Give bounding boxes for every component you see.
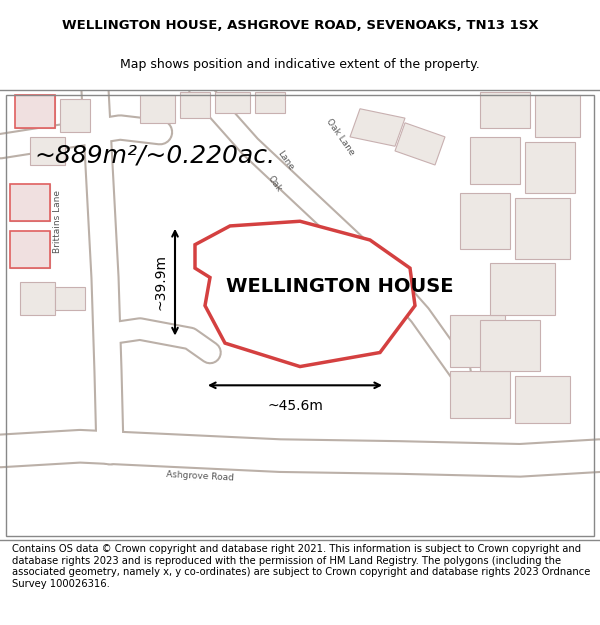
- Polygon shape: [535, 94, 580, 137]
- Polygon shape: [10, 184, 50, 221]
- Polygon shape: [255, 92, 285, 114]
- Text: Contains OS data © Crown copyright and database right 2021. This information is : Contains OS data © Crown copyright and d…: [12, 544, 590, 589]
- Text: Map shows position and indicative extent of the property.: Map shows position and indicative extent…: [120, 58, 480, 71]
- Polygon shape: [15, 94, 55, 128]
- Polygon shape: [10, 231, 50, 268]
- Polygon shape: [30, 137, 65, 165]
- Polygon shape: [525, 141, 575, 193]
- Text: Oak Lane: Oak Lane: [324, 117, 356, 157]
- Polygon shape: [60, 99, 90, 132]
- Polygon shape: [490, 264, 555, 315]
- Polygon shape: [195, 221, 415, 366]
- Polygon shape: [55, 287, 85, 310]
- Text: WELLINGTON HOUSE: WELLINGTON HOUSE: [226, 278, 454, 296]
- Text: ~889m²/~0.220ac.: ~889m²/~0.220ac.: [35, 144, 275, 168]
- Text: ~39.9m: ~39.9m: [153, 254, 167, 310]
- Polygon shape: [350, 109, 405, 146]
- Polygon shape: [515, 376, 570, 423]
- Text: Brittains Lane: Brittains Lane: [53, 190, 62, 253]
- Text: Oak: Oak: [266, 174, 284, 194]
- Text: ~45.6m: ~45.6m: [267, 399, 323, 413]
- Polygon shape: [470, 137, 520, 184]
- Polygon shape: [15, 94, 55, 128]
- Text: WELLINGTON HOUSE, ASHGROVE ROAD, SEVENOAKS, TN13 1SX: WELLINGTON HOUSE, ASHGROVE ROAD, SEVENOA…: [62, 19, 538, 32]
- Polygon shape: [180, 92, 210, 118]
- Polygon shape: [215, 92, 250, 114]
- Polygon shape: [480, 319, 540, 371]
- Polygon shape: [10, 184, 50, 221]
- Text: Lane: Lane: [275, 149, 295, 172]
- Polygon shape: [140, 94, 175, 122]
- Polygon shape: [20, 282, 55, 315]
- Polygon shape: [395, 122, 445, 165]
- Polygon shape: [460, 193, 510, 249]
- Polygon shape: [480, 92, 530, 128]
- Text: Ashgrove Road: Ashgrove Road: [166, 470, 234, 482]
- Polygon shape: [450, 315, 505, 366]
- Polygon shape: [450, 371, 510, 418]
- Polygon shape: [10, 231, 50, 268]
- Polygon shape: [515, 198, 570, 259]
